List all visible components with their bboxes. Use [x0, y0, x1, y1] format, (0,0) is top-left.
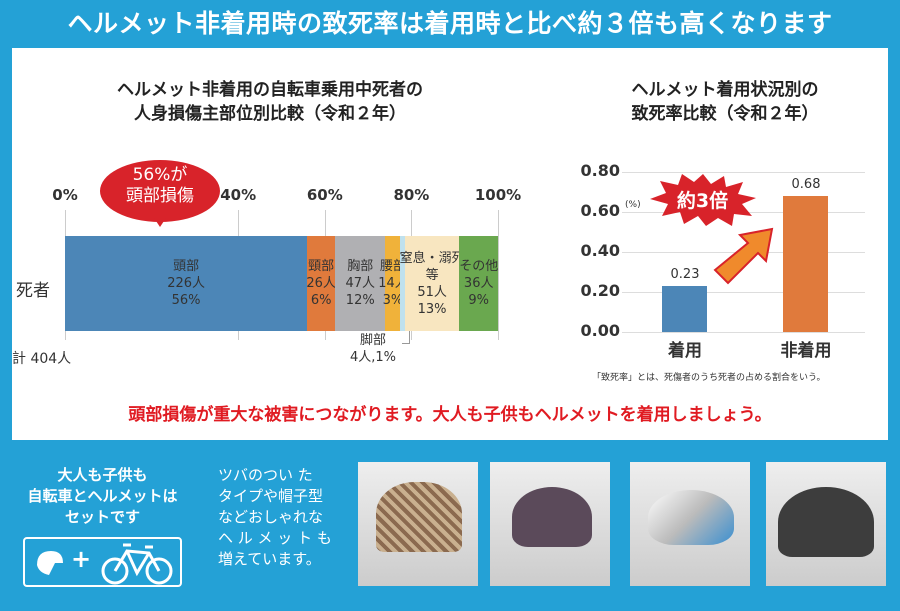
segment-name: その他: [459, 259, 499, 274]
y-tick-label: 0.40: [580, 241, 620, 260]
segment-label: 頸部 26人 6%: [306, 258, 336, 309]
segment-name: 頸部: [308, 259, 335, 274]
segment-percent: 56%: [171, 293, 201, 308]
photo-sport-helmet: [630, 462, 750, 586]
y-tick-label: 0.20: [580, 281, 620, 300]
photo-pattern-helmet: [490, 462, 610, 586]
segment-name: 頭部: [173, 259, 200, 274]
bar-non-wearing: [783, 196, 828, 332]
segment-percent: 13%: [417, 301, 447, 317]
bar-value-label: 0.68: [791, 177, 821, 192]
segment-percent: 6%: [310, 293, 332, 308]
callout-pointer: [154, 218, 166, 227]
total-label: 計 404人: [12, 351, 72, 367]
bar-segment: 窒息・溺死 等 51人 13%: [400, 236, 465, 331]
three-times-callout: 約3倍: [676, 190, 729, 212]
set-text: 大人も子供も 自転車とヘルメットは セットです: [27, 466, 178, 526]
arrow-icon: [713, 227, 774, 285]
safety-message: 頭部損傷が重大な被害につながります。大人も子供もヘルメットを着用しましょう。: [128, 405, 772, 425]
x-tick-label: 40%: [220, 186, 257, 204]
bar-value-label: 0.23: [670, 267, 700, 282]
y-gridline: [622, 292, 865, 293]
y-tick-label: 0.00: [580, 321, 620, 340]
bar-segment: 頭部 226人 56%: [65, 236, 308, 331]
segment-label: その他 36人 9%: [459, 258, 498, 309]
plus-icon: +: [71, 545, 92, 573]
bicycle-icon: [101, 543, 173, 585]
segment-percent: 12%: [345, 293, 375, 308]
row-label: 死者: [16, 281, 50, 301]
leg-label: 脚部: [360, 333, 387, 348]
x-tick-label: 80%: [393, 186, 430, 204]
segment-count: 14人: [378, 276, 408, 291]
y-gridline: [622, 332, 865, 333]
segment-percent: 9%: [468, 293, 489, 308]
x-tick-label: 0%: [52, 186, 78, 204]
segment-count: 226人: [167, 276, 206, 291]
segment-label: 窒息・溺死 等 51人 13%: [400, 250, 465, 318]
y-gridline: [622, 172, 865, 173]
style-text: ツバのつい た タイプや帽子型 などおしゃれな ヘ ル メ ッ ト も 増えてい…: [218, 466, 332, 568]
bar-segment: 頸部 26人 6%: [306, 236, 336, 331]
segment-count: 47人: [345, 276, 376, 291]
category-label: 非着用: [780, 341, 832, 361]
head-injury-callout: 56%が 頭部損傷: [100, 160, 220, 222]
unit-label: (%): [625, 200, 641, 210]
segment-name: 胸部: [347, 259, 374, 274]
category-label: 着用: [668, 341, 702, 361]
segment-name: 窒息・溺死 等: [399, 250, 465, 283]
x-tick-label: 60%: [306, 186, 343, 204]
x-gridline: [498, 210, 499, 340]
photo-black-helmet: [766, 462, 886, 586]
page-title: ヘルメット非着用時の致死率は着用時と比べ約３倍も高くなります: [67, 9, 833, 38]
bar-wearing: [662, 286, 707, 332]
rate-chart-title: ヘルメット着用状況別の 致死率比較（令和２年）: [631, 80, 819, 124]
bar-segment: 胸部 47人 12%: [335, 236, 386, 331]
segment-count: 51人: [417, 284, 447, 300]
leg-leader-line: [402, 331, 410, 344]
segment-count: 26人: [306, 276, 336, 291]
bar-segment: その他 36人 9%: [459, 236, 498, 331]
segment-label: 胸部 47人 12%: [345, 258, 375, 309]
x-tick-label: 100%: [474, 186, 522, 204]
segment-label: 頭部 226人 56%: [167, 258, 205, 309]
y-tick-label: 0.60: [580, 201, 620, 220]
helmet-icon: [37, 551, 63, 575]
segment-label: 腰部 14人 3%: [378, 258, 408, 309]
y-tick-label: 0.80: [580, 161, 620, 180]
bar-segment: [400, 236, 405, 331]
segment-count: 36人: [463, 276, 494, 291]
segment-percent: 3%: [382, 293, 404, 308]
bar-segment: 腰部 14人 3%: [378, 236, 408, 331]
starburst-icon: [650, 174, 756, 226]
leg-value: 4人,1%: [350, 350, 397, 365]
fatality-rate-note: 「致死率」とは、死傷者のうち死者の占める割合をいう。: [592, 373, 826, 383]
segment-name: 腰部: [379, 259, 406, 274]
helmet-bicycle-sign: +: [23, 537, 182, 587]
photo-hat-helmet: [358, 462, 478, 586]
stacked-chart-title: ヘルメット非着用の自転車乗用中死者の 人身損傷主部位別比較（令和２年）: [117, 80, 423, 124]
